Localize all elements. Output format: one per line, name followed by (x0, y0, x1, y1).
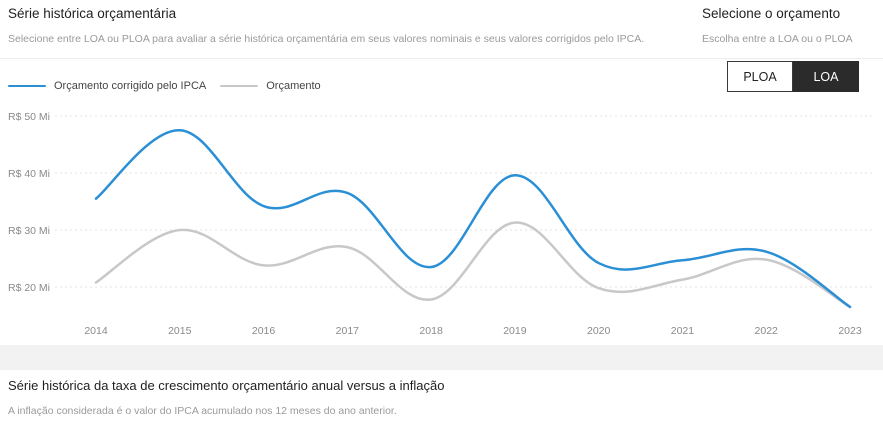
data-point[interactable] (844, 301, 856, 313)
data-point[interactable] (593, 282, 605, 294)
series-line-corrigido[interactable] (94, 128, 852, 309)
data-point[interactable] (593, 257, 605, 269)
x-tick-label: 2017 (336, 325, 360, 337)
data-point[interactable] (509, 169, 521, 181)
legend-swatch-orcamento (220, 84, 259, 88)
data-point[interactable] (760, 246, 772, 258)
data-point[interactable] (676, 254, 688, 266)
legend-swatch-corrigido (8, 84, 46, 88)
panel-title: Série histórica orçamentária (8, 6, 177, 21)
x-tick-label: 2018 (419, 325, 443, 337)
selector-subtitle: Escolha entre a LOA ou o PLOA (702, 33, 853, 45)
data-point[interactable] (90, 276, 102, 288)
budget-history-panel: Série histórica orçamentária Selecione e… (0, 6, 883, 337)
data-point[interactable] (258, 259, 270, 271)
x-tick-label: 2015 (168, 325, 192, 337)
budget-toggle: PLOA LOA (727, 61, 859, 92)
x-tick-label: 2014 (84, 325, 108, 337)
section2-title: Série histórica da taxa de crescimento o… (8, 378, 445, 393)
x-tick-label: 2020 (587, 325, 611, 337)
data-point[interactable] (174, 124, 186, 136)
data-point[interactable] (676, 274, 688, 286)
data-point[interactable] (341, 241, 353, 253)
y-tick-label: R$ 20 Mi (8, 282, 50, 294)
data-point[interactable] (425, 294, 437, 306)
x-tick-label: 2022 (755, 325, 779, 337)
series-line-orcamento[interactable] (94, 221, 852, 309)
y-tick-label: R$ 40 Mi (8, 168, 50, 180)
section-separator (0, 345, 883, 370)
legend-label-corrigido: Orçamento corrigido pelo IPCA (54, 80, 207, 92)
line-chart: R$ 20 Mi R$ 30 Mi R$ 40 Mi R$ 50 Mi 2014 2015… (8, 111, 873, 337)
x-tick-label: 2021 (671, 325, 695, 337)
section2-subtitle: A inflação considerada é o valor do IPCA… (8, 405, 397, 417)
data-point[interactable] (174, 224, 186, 236)
panel-subtitle: Selecione entre LOA ou PLOA para avaliar… (8, 33, 645, 45)
loa-button[interactable]: LOA (793, 61, 859, 92)
legend-item-corrigido[interactable]: Orçamento corrigido pelo IPCA (8, 80, 206, 92)
y-tick-label: R$ 50 Mi (8, 111, 50, 123)
header-divider (0, 58, 883, 59)
data-point[interactable] (341, 187, 353, 199)
ploa-button[interactable]: PLOA (727, 61, 793, 92)
y-tick-label: R$ 30 Mi (8, 225, 50, 237)
data-point[interactable] (258, 200, 270, 212)
data-point[interactable] (90, 193, 102, 205)
data-point[interactable] (509, 217, 521, 229)
x-tick-label: 2016 (252, 325, 276, 337)
x-tick-label: 2019 (503, 325, 527, 337)
legend-item-orcamento[interactable]: Orçamento (220, 80, 321, 92)
chart-legend: Orçamento corrigido pelo IPCA Orçamento (8, 80, 335, 92)
legend-label-orcamento: Orçamento (266, 80, 321, 92)
selector-title: Selecione o orçamento (702, 6, 841, 21)
x-tick-label: 2023 (838, 325, 862, 337)
data-point[interactable] (425, 261, 437, 273)
